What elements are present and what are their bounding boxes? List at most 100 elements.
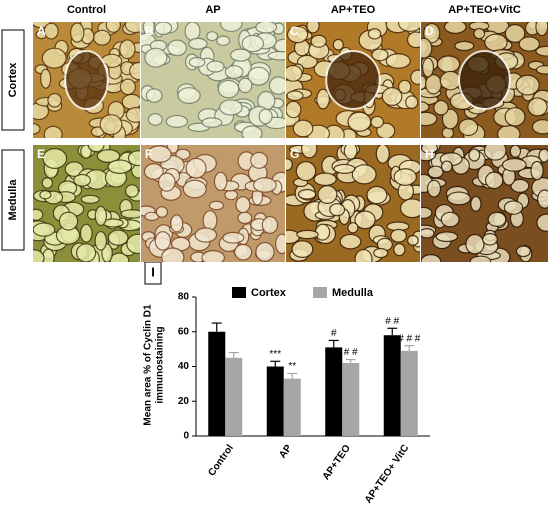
- cell: [286, 25, 309, 44]
- bar: [208, 331, 226, 436]
- cell: [157, 172, 176, 192]
- cell: [332, 38, 344, 51]
- cell: [397, 79, 412, 94]
- row-label: Medulla: [7, 179, 19, 221]
- cell: [470, 195, 482, 212]
- cell: [250, 151, 269, 169]
- cell: [481, 233, 498, 246]
- cell: [439, 70, 462, 91]
- cell: [286, 100, 302, 119]
- cell: [120, 209, 140, 219]
- cell: [80, 194, 100, 204]
- cell: [421, 101, 430, 113]
- cell: [177, 87, 201, 105]
- cell: [370, 115, 385, 129]
- cell: [87, 145, 105, 153]
- cell: [446, 191, 472, 206]
- cell: [119, 78, 136, 96]
- cell: [40, 68, 52, 89]
- cell: [41, 47, 67, 69]
- cell: [241, 125, 263, 138]
- cell: [465, 233, 485, 255]
- cell: [154, 22, 173, 36]
- cell: [70, 22, 85, 43]
- micrograph-texture: [141, 145, 285, 262]
- cell: [94, 230, 108, 251]
- cell: [421, 228, 435, 239]
- cell: [433, 99, 449, 116]
- cell: [531, 119, 548, 135]
- cell: [497, 124, 521, 138]
- panel-letter: G: [290, 147, 299, 161]
- cell: [421, 111, 438, 127]
- micrograph: [421, 22, 548, 138]
- cell: [247, 66, 270, 86]
- row-label-box: [1, 29, 25, 131]
- cell: [393, 168, 417, 186]
- cell: [39, 190, 52, 200]
- cell: [213, 171, 228, 192]
- cell: [107, 159, 133, 174]
- glomerulus: [64, 50, 109, 110]
- cell: [317, 185, 338, 204]
- cell: [343, 145, 358, 160]
- cell: [295, 161, 317, 182]
- cell: [184, 22, 201, 42]
- cell: [518, 36, 541, 52]
- cell: [255, 22, 278, 34]
- bar: [325, 347, 343, 436]
- cell: [237, 211, 253, 225]
- column-header: AP: [205, 4, 220, 16]
- cell: [468, 148, 481, 162]
- cell: [538, 148, 548, 163]
- cell: [422, 57, 435, 78]
- cell: [366, 185, 388, 205]
- micrograph-texture: [141, 22, 285, 138]
- bar: [225, 357, 243, 436]
- micrograph: [141, 145, 285, 262]
- cell: [367, 28, 382, 40]
- panel-letter: F: [145, 147, 152, 161]
- micrograph: [286, 145, 420, 262]
- significance-label: # #: [344, 347, 358, 358]
- cell: [535, 45, 548, 57]
- cell: [121, 93, 140, 110]
- cell: [234, 243, 253, 261]
- cell: [224, 65, 244, 79]
- cell: [147, 113, 163, 126]
- x-tick-label: AP+TEO: [321, 443, 353, 482]
- significance-label: #: [331, 328, 337, 339]
- panel-letter: H: [425, 147, 434, 161]
- cell: [373, 247, 389, 259]
- column-header: AP+TEO: [331, 4, 376, 16]
- cell: [421, 37, 433, 59]
- cell: [216, 35, 231, 47]
- cell: [398, 22, 420, 32]
- cell: [33, 122, 41, 135]
- cell: [296, 54, 318, 70]
- cell: [291, 240, 314, 259]
- cell: [268, 76, 285, 95]
- cell: [527, 97, 548, 117]
- bar: [342, 363, 360, 436]
- legend-swatch: [232, 287, 246, 298]
- legend-swatch: [313, 287, 327, 298]
- cell: [124, 22, 140, 34]
- cell: [333, 163, 356, 174]
- row-label: Cortex: [7, 62, 19, 98]
- cell: [194, 227, 218, 243]
- cell: [224, 189, 239, 201]
- cell: [347, 111, 372, 132]
- cell: [170, 214, 184, 233]
- cell: [143, 163, 164, 180]
- micrograph: [421, 145, 548, 262]
- bar: [383, 335, 401, 436]
- cell: [484, 33, 508, 52]
- x-tick-label: AP+TEO+ VitC: [363, 443, 411, 506]
- cell: [219, 22, 243, 32]
- cell: [286, 90, 304, 102]
- cell: [483, 145, 507, 161]
- cell: [252, 177, 277, 193]
- cell: [219, 99, 243, 116]
